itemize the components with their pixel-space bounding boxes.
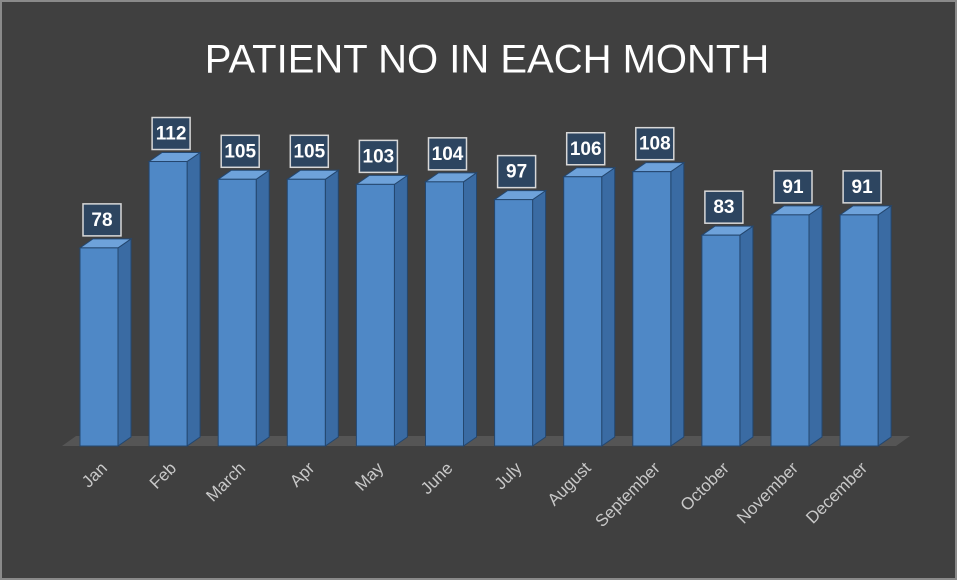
data-label: 91 xyxy=(782,177,804,198)
bar xyxy=(839,214,879,447)
bar xyxy=(701,234,741,447)
data-label-box xyxy=(565,132,606,166)
bar-side xyxy=(463,171,477,447)
data-label: 78 xyxy=(91,210,112,231)
bar-side xyxy=(255,169,270,447)
bar xyxy=(286,178,326,447)
bar-side xyxy=(186,151,201,447)
bar-side xyxy=(739,225,754,447)
bar xyxy=(563,176,603,447)
data-label-box xyxy=(427,137,468,171)
data-label: 106 xyxy=(570,139,602,160)
floor xyxy=(62,436,910,446)
bar xyxy=(632,171,672,447)
bar xyxy=(355,183,395,447)
bar-side xyxy=(324,169,339,447)
data-label: 103 xyxy=(363,146,395,167)
bar xyxy=(770,214,810,447)
bar-side xyxy=(532,189,547,447)
bar xyxy=(148,161,188,447)
chart-title: PATIENT NO IN EACH MONTH xyxy=(205,38,769,82)
bar xyxy=(494,199,534,447)
data-label-box xyxy=(704,190,744,224)
data-label: 108 xyxy=(639,134,671,155)
bar-side xyxy=(393,174,408,447)
data-label: 105 xyxy=(293,141,325,162)
data-label-box xyxy=(289,134,330,169)
bar xyxy=(425,181,464,447)
bar-side xyxy=(877,204,892,447)
bar-side xyxy=(808,204,823,447)
bar xyxy=(217,178,257,447)
data-label-box xyxy=(635,126,675,161)
data-label-box xyxy=(773,170,813,204)
data-label: 104 xyxy=(432,144,464,165)
data-label-box xyxy=(151,116,191,151)
data-label: 83 xyxy=(713,197,734,218)
data-label-box xyxy=(358,139,399,174)
data-label-box xyxy=(220,134,260,169)
data-label: 105 xyxy=(224,141,256,162)
data-label: 112 xyxy=(156,124,187,145)
data-label-box xyxy=(496,154,537,189)
bar-side xyxy=(117,237,132,447)
data-label-box xyxy=(842,170,882,204)
bar-side xyxy=(601,166,616,447)
data-label: 97 xyxy=(506,162,527,183)
data-label: 91 xyxy=(852,177,874,198)
data-label-box xyxy=(82,203,122,237)
bar-side xyxy=(670,161,685,447)
bar xyxy=(79,247,119,447)
